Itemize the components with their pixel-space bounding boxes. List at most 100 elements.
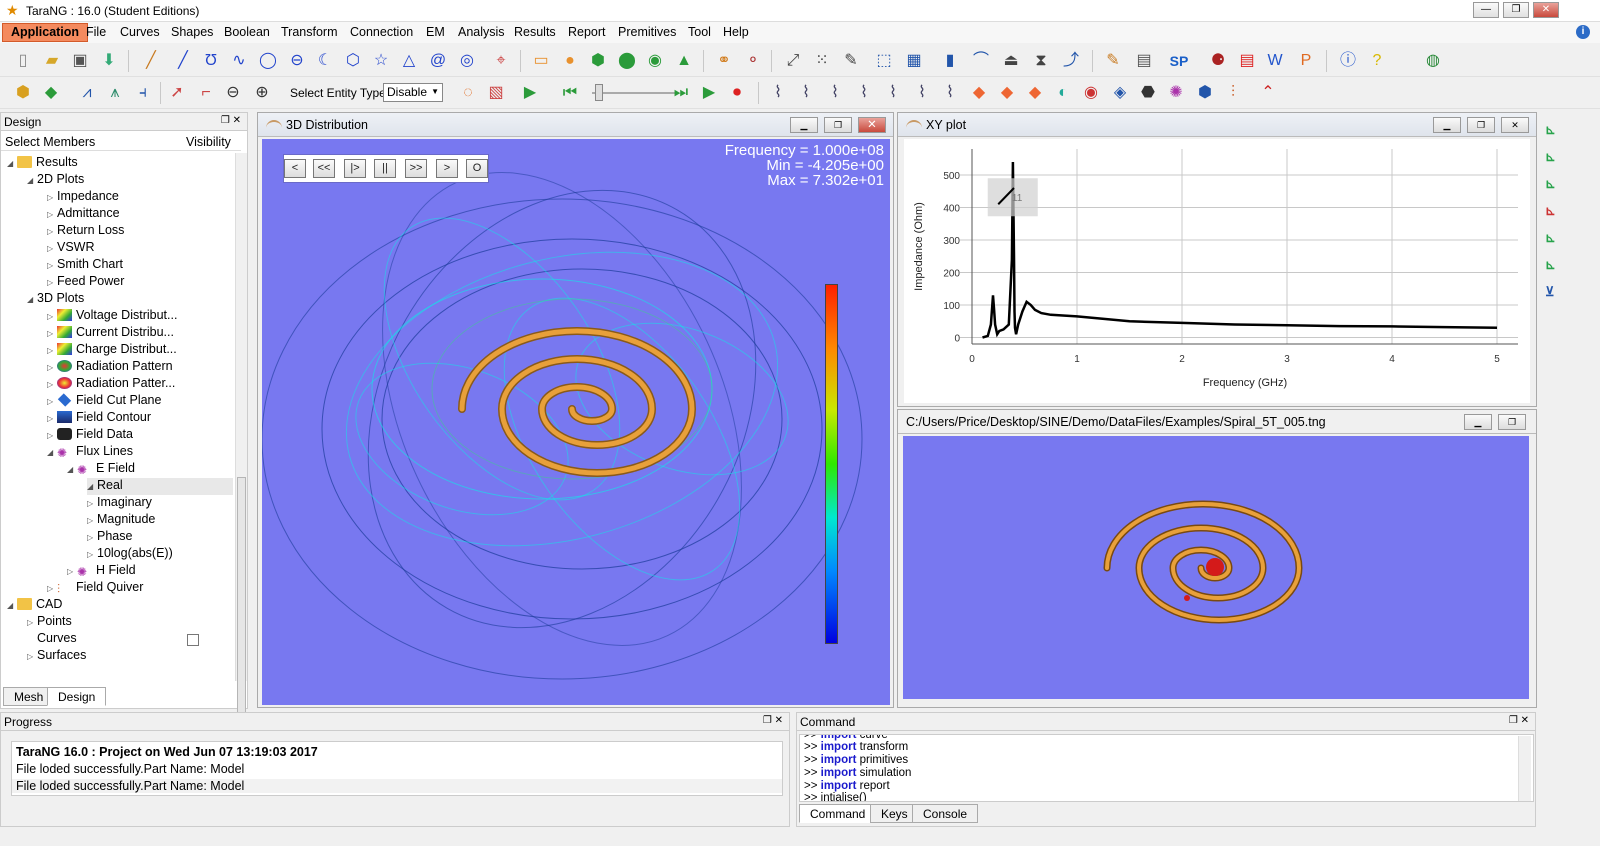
port-icon[interactable]: ▮ [945,52,955,69]
tree-3d-plots[interactable]: ◢ 3D Plots [27,291,85,305]
boundary-icon[interactable]: ⏏ [1003,52,1019,69]
minimize-button[interactable]: — [1473,2,1499,18]
animation-slider-handle[interactable] [595,84,603,101]
help-icon[interactable]: i [1576,25,1590,39]
tree-imaginary[interactable]: ▷ Imaginary [87,495,152,509]
field-contour-icon[interactable]: ⬢ [1198,84,1212,101]
cone-icon[interactable]: ▲ [676,52,692,69]
feed-icon[interactable]: ⤴ [1062,52,1079,69]
disc-shape-icon[interactable]: ● [565,52,575,69]
probe-icon[interactable]: ⌐ [201,84,211,101]
polygon-icon[interactable]: ⬡ [346,52,360,69]
tree-curves[interactable]: ▷Curves [37,631,77,645]
pointer-icon[interactable]: ➚ [170,84,184,101]
spiral-viewport[interactable] [903,436,1529,699]
forward-icon[interactable]: ⏭ [673,84,689,101]
peak-plot-icon[interactable]: ⌃ [1261,84,1275,101]
wire-icon[interactable]: ⌒ [972,52,989,69]
tree-real[interactable]: ◢ Real [87,478,233,495]
playback-rewind-button[interactable]: << [313,159,335,178]
playback-next-button[interactable]: > [436,159,458,178]
flux-lines-icon[interactable]: ✺ [1169,84,1183,101]
array-icon[interactable]: ⁙ [815,52,829,69]
box-solid-icon[interactable]: ⬢ [591,52,605,69]
playback-prev-button[interactable]: < [284,159,306,178]
close-button[interactable]: ✕ [1533,2,1559,18]
playback-play-button[interactable]: |> [344,159,366,178]
spheres-icon[interactable]: ⚈ [1210,52,1226,69]
tree-return-loss[interactable]: ▷ Return Loss [47,223,125,237]
tree-radiation-pattern[interactable]: ▷ Radiation Pattern [47,359,173,373]
menu-curves[interactable]: Curves [120,25,160,39]
globe-icon[interactable]: ◍ [1426,52,1440,69]
helix-icon[interactable]: ◎ [460,52,474,69]
phase-plot-icon[interactable]: ⌇ [860,84,868,101]
tree-flux-lines[interactable]: ◢ ✺ Flux Lines [47,444,133,460]
surface-view-icon[interactable]: ◆ [44,84,58,101]
menu-em[interactable]: EM [426,25,445,39]
minimize-button[interactable]: ▁ [1433,117,1461,133]
command-scrollbar[interactable] [1518,736,1531,801]
solid-view-icon[interactable]: ⬢ [16,84,30,101]
boolean-union-icon[interactable]: ⚭ [717,52,731,69]
menu-tool[interactable]: Tool [688,25,711,39]
rewind-icon[interactable]: ⏮ [562,84,578,101]
animation-slider[interactable] [592,92,678,94]
tab-mesh[interactable]: Mesh [3,687,55,706]
field-data-icon[interactable]: ⬣ [1141,84,1155,101]
panel-float-close-icon[interactable]: ❐ ✕ [762,715,783,726]
close-button[interactable]: ✕ [1501,117,1529,133]
spiral-curve-icon[interactable]: @ [429,52,447,69]
tree-h-field[interactable]: ▷ ✺ H Field [67,563,136,579]
save-icon[interactable]: ▣ [72,52,88,69]
menu-help[interactable]: Help [723,25,749,39]
menu-shapes[interactable]: Shapes [171,25,214,39]
polyline-icon[interactable]: ╱ [178,52,188,69]
restore-button[interactable]: ❐ [1503,2,1529,18]
playback-pause-button[interactable]: || [374,159,396,178]
rectangle-shape-icon[interactable]: ▭ [533,52,549,69]
view-y-axis-icon[interactable]: ⊾ [1545,149,1556,164]
curve-icon[interactable]: ∿ [232,52,246,69]
boolean-subtract-icon[interactable]: ⚬ [746,52,760,69]
menu-application[interactable]: Application [2,23,89,42]
radiation-icon[interactable]: ◐ [1058,84,1068,101]
signal-icon[interactable]: ⩘ [82,84,92,101]
tree-smith-chart[interactable]: ▷ Smith Chart [47,257,123,271]
menu-file[interactable]: File [86,25,107,39]
viewport-3d[interactable]: < << |> || >> > O Frequency = 1.000e+08 … [262,139,890,705]
star-shape-icon[interactable]: ☆ [373,52,389,69]
tab-console[interactable]: Console [912,804,979,823]
field-quiver-icon[interactable]: ⫶ [1230,84,1235,101]
tree-field-data[interactable]: ▷ Field Data [47,427,133,441]
panel-float-close-icon[interactable]: ❐ ✕ [220,115,241,126]
tree-phase[interactable]: ▷ Phase [87,529,133,543]
record-icon[interactable]: ⏺ [732,84,741,101]
tree-radiation-pattern-2[interactable]: ▷ Radiation Patter... [47,376,176,390]
tree-surfaces[interactable]: ▷ Surfaces [27,648,87,662]
tree-impedance[interactable]: ▷ Impedance [47,189,119,203]
tab-design[interactable]: Design [47,687,107,706]
im-plot-icon[interactable]: ⌇ [802,84,810,101]
crosshair-icon[interactable]: ⊖ [226,84,240,101]
notes-icon[interactable]: ✎ [1106,52,1120,69]
view-x-axis-icon[interactable]: ⊾ [1545,122,1556,137]
tree-vswr[interactable]: ▷ VSWR [47,240,95,254]
line-tool-icon[interactable]: ╱ [146,52,156,69]
word-export-icon[interactable]: W [1267,52,1283,69]
tree-points[interactable]: ▷ Points [27,614,72,628]
menu-transform[interactable]: Transform [281,25,338,39]
cube-view-icon[interactable]: ⬚ [876,52,892,69]
tree-voltage[interactable]: ▷ Voltage Distribut... [47,308,178,322]
mag-plot-icon[interactable]: ⌇ [831,84,839,101]
ppt-export-icon[interactable]: P [1300,52,1312,69]
mesh-view-icon[interactable]: ▦ [906,52,922,69]
tree-results[interactable]: ◢ Results [7,155,78,169]
cylinder-icon[interactable]: ⬤ [618,52,636,69]
arc-icon[interactable]: Ʊ [205,52,217,69]
tree-cad[interactable]: ◢ CAD [7,597,63,611]
maximize-button[interactable]: ❐ [1498,414,1526,430]
tree-feed-power[interactable]: ▷ Feed Power [47,274,125,288]
menu-boolean[interactable]: Boolean [224,25,270,39]
open-folder-icon[interactable]: ▰ [45,52,59,69]
